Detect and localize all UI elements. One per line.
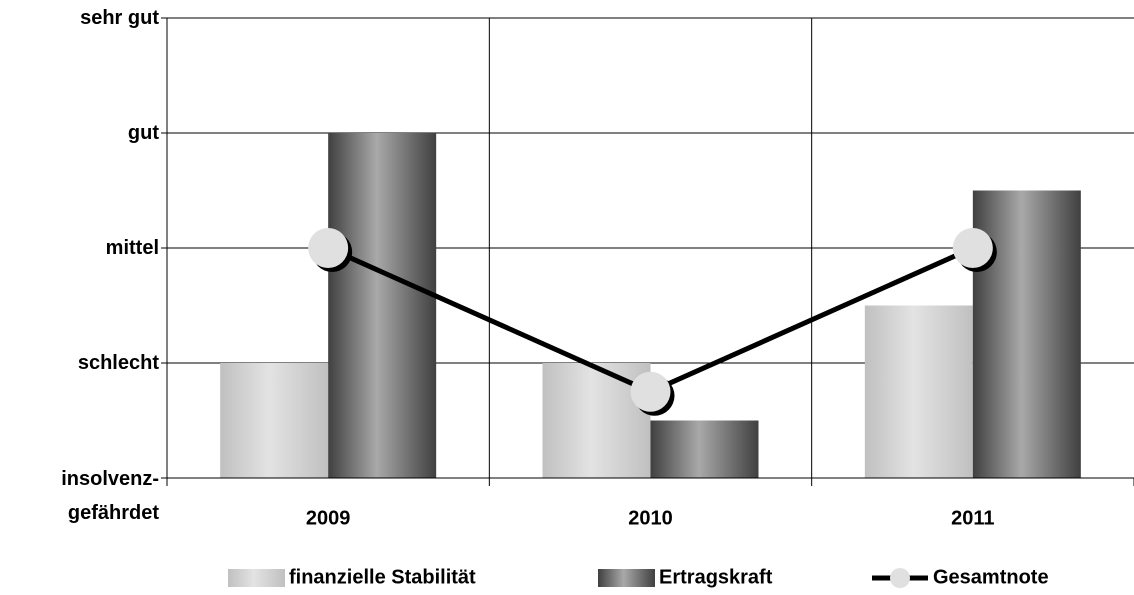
legend-swatch xyxy=(598,569,655,587)
marker xyxy=(630,371,671,412)
marker xyxy=(308,228,349,268)
x-tick-label: 2010 xyxy=(628,507,673,529)
y-tick-label: mittel xyxy=(105,237,159,259)
y-tick-label: schlecht xyxy=(77,352,159,374)
x-tick-label: 2009 xyxy=(306,507,351,529)
bar xyxy=(650,420,759,478)
legend-label: Ertragskraft xyxy=(659,566,773,588)
legend-label: Gesamtnote xyxy=(933,566,1049,588)
bar xyxy=(972,190,1081,478)
legend-marker xyxy=(890,568,910,588)
y-tick-label: sehr gut xyxy=(80,7,159,29)
marker xyxy=(952,228,993,268)
bar xyxy=(864,305,973,478)
legend-swatch xyxy=(228,569,285,587)
x-tick-label: 2011 xyxy=(951,507,994,529)
y-tick-label: insolvenz- gefährdet xyxy=(61,468,159,524)
legend-label: finanzielle Stabilität xyxy=(289,566,476,588)
y-tick-label: gut xyxy=(127,122,159,144)
bar xyxy=(328,133,437,478)
bar xyxy=(220,363,329,478)
